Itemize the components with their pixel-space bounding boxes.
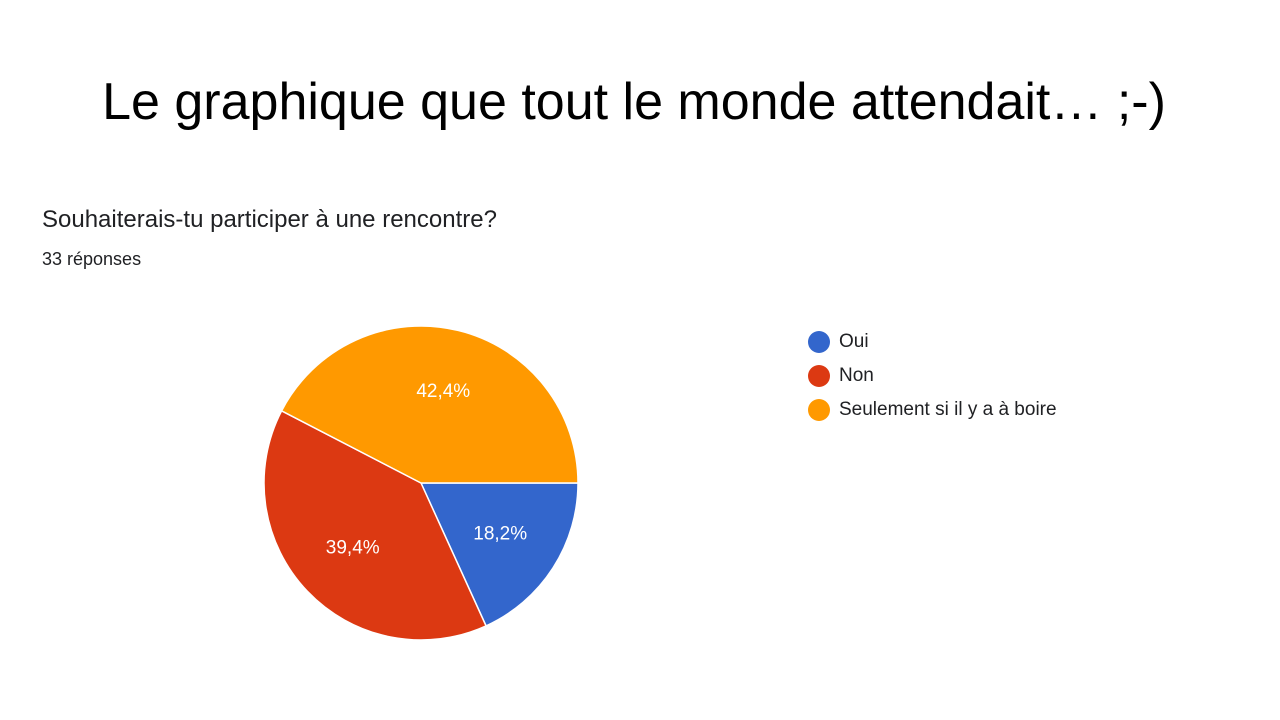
legend-label: Seulement si il y a à boire bbox=[839, 399, 1057, 420]
legend-swatch-icon bbox=[808, 365, 830, 387]
legend-item-1[interactable]: Oui bbox=[808, 325, 1057, 359]
legend-item-3[interactable]: Seulement si il y a à boire bbox=[808, 393, 1057, 427]
pie-slice-label-3: 42,4% bbox=[416, 381, 470, 402]
legend-swatch-icon bbox=[808, 331, 830, 353]
pie-slice-2 bbox=[263, 409, 488, 641]
chart-legend: Oui Non Seulement si il y a à boire bbox=[808, 325, 1057, 427]
legend-item-2[interactable]: Non bbox=[808, 359, 1057, 393]
legend-label: Oui bbox=[839, 331, 869, 352]
pie-slice-label-2: 39,4% bbox=[326, 537, 380, 558]
slide-title: Le graphique que tout le monde attendait… bbox=[102, 73, 1166, 131]
pie-slice-1 bbox=[419, 482, 579, 627]
pie-slice-3 bbox=[280, 325, 579, 484]
legend-label: Non bbox=[839, 365, 874, 386]
question-title: Souhaiterais-tu participer à une rencont… bbox=[42, 206, 497, 233]
response-count: 33 réponses bbox=[42, 249, 142, 269]
pie-slice-label-1: 18,2% bbox=[473, 523, 527, 544]
legend-swatch-icon bbox=[808, 399, 830, 421]
